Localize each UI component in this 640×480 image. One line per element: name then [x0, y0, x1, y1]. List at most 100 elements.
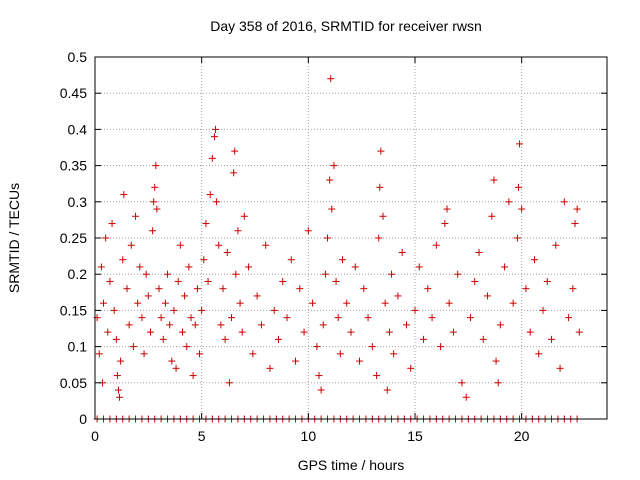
data-point [388, 270, 396, 278]
data-point [100, 299, 108, 307]
data-point [501, 263, 509, 271]
data-point [432, 241, 440, 249]
data-point [234, 227, 242, 235]
data-point [475, 248, 483, 256]
data-point [377, 147, 385, 155]
y-tick-label: 0 [79, 411, 87, 427]
data-point [138, 314, 146, 322]
data-point [454, 270, 462, 278]
data-point [232, 270, 240, 278]
data-point [356, 357, 364, 365]
x-tick-labels: 0 5 10 15 20 [91, 428, 530, 444]
y-tick-label: 0.15 [60, 302, 87, 318]
data-point [556, 364, 564, 372]
y-tick-label: 0.5 [68, 49, 88, 65]
data-point [492, 357, 500, 365]
data-point [462, 393, 470, 401]
data-point [351, 263, 359, 271]
data-point [266, 364, 274, 372]
data-point [231, 147, 239, 155]
x-tick-label: 0 [91, 428, 99, 444]
data-point [402, 321, 410, 329]
data-point [518, 205, 526, 213]
data-point [449, 328, 457, 336]
data-point [381, 299, 389, 307]
data-point [530, 256, 538, 264]
data-point [125, 321, 133, 329]
data-point [168, 357, 176, 365]
data-point [198, 306, 206, 314]
data-point [134, 299, 142, 307]
data-point [110, 306, 118, 314]
data-point [313, 343, 321, 351]
data-point [172, 364, 180, 372]
data-point [571, 220, 579, 228]
data-point [228, 314, 236, 322]
data-point [196, 350, 204, 358]
data-point [116, 393, 124, 401]
data-point [321, 270, 329, 278]
data-point [560, 198, 568, 206]
chart-title: Day 358 of 2016, SRMTID for receiver rws… [210, 18, 482, 34]
data-point [488, 212, 496, 220]
y-tick-label: 0.05 [60, 375, 87, 391]
data-point [368, 343, 376, 351]
data-point [375, 234, 383, 242]
data-point [309, 299, 317, 307]
data-point [330, 162, 338, 170]
data-point [390, 350, 398, 358]
data-point [535, 350, 543, 358]
data-point [505, 198, 513, 206]
data-point [420, 335, 428, 343]
data-point [187, 314, 195, 322]
data-point [181, 292, 189, 300]
data-point [153, 205, 161, 213]
data-point [411, 306, 419, 314]
data-point [215, 241, 223, 249]
data-point [471, 277, 479, 285]
data-point [142, 270, 150, 278]
y-tick-label: 0.2 [68, 266, 88, 282]
data-point [161, 299, 169, 307]
data-point [166, 321, 174, 329]
x-tick-label: 20 [514, 428, 530, 444]
data-point [113, 372, 121, 380]
data-point [347, 328, 355, 336]
data-point [364, 314, 372, 322]
data-point [428, 314, 436, 322]
data-point [415, 263, 423, 271]
data-point [127, 241, 135, 249]
data-point [539, 306, 547, 314]
data-point [336, 350, 344, 358]
data-point [479, 335, 487, 343]
data-point [516, 140, 524, 148]
data-point [270, 306, 278, 314]
data-point [407, 364, 415, 372]
data-point [174, 277, 182, 285]
y-tick-label: 0.4 [68, 121, 88, 137]
data-point [183, 343, 191, 351]
data-point [283, 314, 291, 322]
data-point [383, 386, 391, 394]
data-point [509, 299, 517, 307]
data-point [202, 220, 210, 228]
data-point [129, 343, 137, 351]
data-point [334, 314, 342, 322]
data-point [514, 183, 522, 191]
y-tick-label: 0.45 [60, 85, 87, 101]
data-point [157, 314, 165, 322]
data-point [223, 248, 231, 256]
data-point [97, 263, 105, 271]
data-point [106, 277, 114, 285]
data-point [219, 285, 227, 293]
data-point [204, 277, 212, 285]
data-point [117, 357, 125, 365]
data-point [319, 321, 327, 329]
data-point [236, 299, 244, 307]
data-point [513, 234, 521, 242]
data-point [151, 183, 159, 191]
data-point [176, 241, 184, 249]
data-point [189, 372, 197, 380]
data-point [327, 75, 335, 83]
data-point [123, 285, 131, 293]
